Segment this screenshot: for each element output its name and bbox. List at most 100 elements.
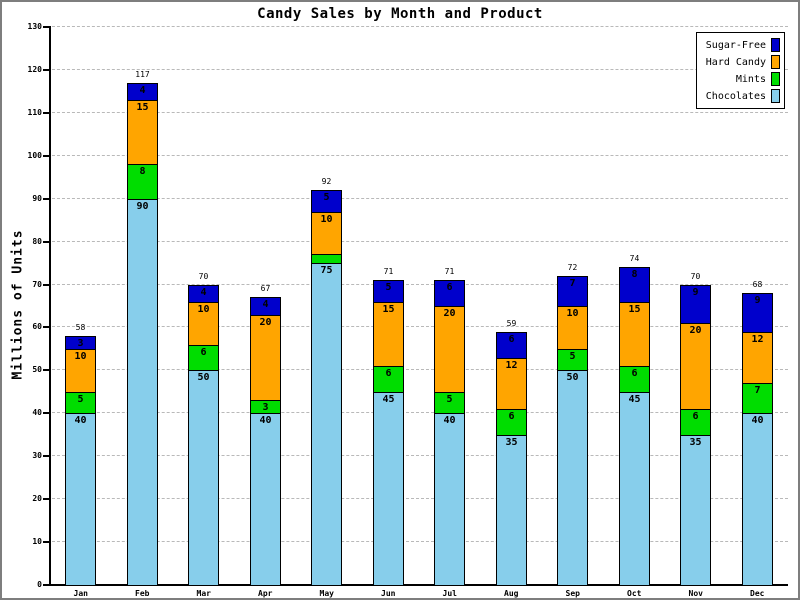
y-tick-mark [43,326,49,329]
segment-value-label: 12 [751,333,764,345]
legend-label: Sugar-Free [705,39,766,51]
y-tick-label: 20 [32,494,42,504]
bar-total-label: 67 [260,284,271,294]
y-gridline [52,154,788,156]
bar-segment-sugar-free [250,297,281,316]
bar-segment-hard-candy [619,301,650,368]
bar-segment-sugar-free [373,280,404,303]
bar-segment-chocolates [127,198,158,586]
bar-segment-sugar-free [127,82,158,101]
y-tick-mark [43,197,49,200]
segment-value-label: 20 [259,316,272,328]
segment-value-label: 5 [569,350,576,362]
y-tick-mark [43,240,49,243]
bar-total-label: 72 [567,262,578,272]
bar-segment-hard-candy [188,301,219,346]
x-tick-label: Mar [196,589,211,598]
bar-segment-chocolates [619,391,650,586]
bar-segment-chocolates [434,413,465,586]
legend-swatch-hard-candy [771,55,780,69]
segment-value-label: 9 [754,295,761,307]
y-tick-label: 0 [37,580,42,589]
y-gridline [52,283,788,285]
y-gridline [52,326,788,328]
x-tick-label: Jul [442,589,457,598]
segment-value-label: 45 [382,393,395,405]
y-tick-label: 70 [32,279,42,289]
y-tick-label: 40 [32,408,42,418]
segment-value-label: 35 [505,436,518,448]
x-tick-label: Aug [504,589,519,598]
bar-segment-sugar-free [188,284,219,303]
segment-value-label: 6 [692,411,699,422]
chart-title: Candy Sales by Month and Product [257,6,543,22]
bar-total-label: 71 [383,267,394,277]
bar-total-label: 71 [444,267,455,277]
segment-value-label: 50 [197,372,210,384]
segment-value-label: 6 [508,411,515,422]
segment-value-label: 10 [320,213,333,225]
segment-value-label: 6 [200,346,207,358]
bar-total-label: 58 [75,323,86,333]
x-tick-label: May [319,589,334,598]
segment-value-label: 4 [262,299,269,311]
legend-swatch-mints [771,72,780,86]
bar-segment-chocolates [65,413,96,586]
bar-segment-mints [680,409,711,436]
x-tick-label: Dec [750,589,765,598]
legend-swatch-sugar-free [771,38,780,52]
bar-segment-mints [311,254,342,265]
bar-segment-hard-candy [250,314,281,402]
bar-total-label: 92 [321,177,332,187]
segment-value-label: 6 [508,333,515,345]
y-gridline [52,541,788,543]
y-tick-mark [43,369,49,372]
segment-value-label: 3 [77,338,84,350]
y-tick-mark [43,154,49,157]
y-gridline [52,197,788,199]
bar-total-label: 68 [752,280,763,290]
y-gridline [52,111,788,113]
segment-value-label: 15 [136,101,149,113]
bar-segment-sugar-free [65,336,96,350]
y-tick-mark [43,412,49,415]
x-tick-label: Jan [73,589,88,598]
y-tick-mark [43,111,49,114]
y-tick-label: 130 [27,22,42,31]
y-gridline [52,412,788,414]
segment-value-label: 15 [628,303,641,315]
legend-row: Sugar-Free [701,38,780,52]
y-tick-mark [43,26,49,28]
y-gridline [52,68,788,70]
bar-segment-chocolates [188,370,219,586]
bar-segment-chocolates [680,434,711,586]
bar-segment-mints [742,383,773,415]
bar-segment-chocolates [250,413,281,586]
segment-value-label: 4 [200,286,207,298]
bar-segment-hard-candy [311,211,342,256]
segment-value-label: 7 [754,385,761,397]
segment-value-label: 3 [262,402,269,414]
x-tick-label: Sep [565,589,580,598]
segment-value-label: 12 [505,359,518,371]
segment-value-label: 5 [385,282,392,294]
bar-segment-hard-candy [680,323,711,410]
segment-value-label: 40 [259,415,272,427]
x-axis-line [49,584,788,586]
segment-value-label: 7 [569,277,576,289]
y-tick-label: 100 [27,150,42,160]
x-tick-label: Apr [258,589,273,598]
y-axis-line [49,26,51,586]
legend-label: Hard Candy [705,56,766,68]
segment-value-label: 45 [628,393,641,405]
y-tick-label: 30 [32,451,42,461]
segment-value-label: 40 [74,415,87,427]
bar-total-label: 117 [135,69,150,79]
y-tick-label: 80 [32,236,42,246]
y-axis-title: Millions of Units [10,229,26,380]
segment-value-label: 40 [751,415,764,427]
bar-segment-sugar-free [742,293,773,333]
segment-value-label: 5 [323,192,330,204]
segment-value-label: 10 [566,308,579,319]
